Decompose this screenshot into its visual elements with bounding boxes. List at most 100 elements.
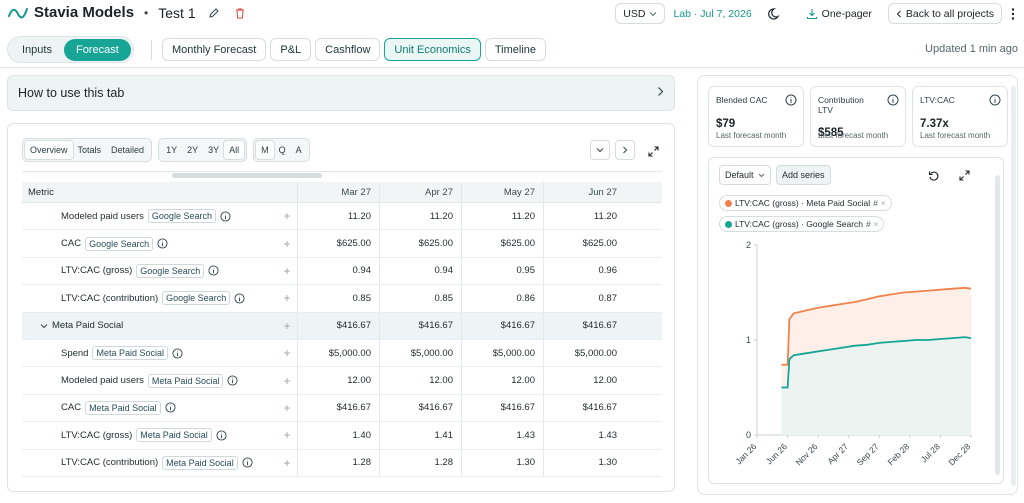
grain-q[interactable]: Q: [278, 145, 286, 155]
tab-forecast[interactable]: Forecast: [63, 38, 131, 61]
range-all[interactable]: All: [224, 141, 245, 159]
add-icon[interactable]: +: [283, 400, 291, 415]
add-icon[interactable]: +: [283, 263, 291, 278]
currency-select[interactable]: USD: [615, 3, 666, 24]
channel-badge: Meta Paid Social: [85, 400, 161, 415]
info-icon[interactable]: [887, 94, 899, 106]
value-cell: $625.00: [461, 230, 543, 257]
kpi-value: 7.37x: [920, 118, 949, 130]
info-icon[interactable]: [220, 211, 231, 222]
tab-timeline[interactable]: Timeline: [484, 38, 547, 61]
col-header: Apr 27: [379, 182, 461, 202]
value-cell: $416.67: [297, 312, 379, 339]
tab-inputs[interactable]: Inputs: [22, 43, 52, 56]
add-icon[interactable]: +: [283, 455, 291, 470]
brand: Stavia Models • Test 1: [8, 4, 246, 21]
value-cell: $416.67: [461, 394, 543, 422]
tab-unit-economics[interactable]: Unit Economics: [384, 38, 481, 61]
collapse-button[interactable]: [590, 140, 610, 160]
panel-scrollbar[interactable]: [1011, 86, 1016, 486]
metric-cell: Modeled paid users Google Search: [22, 209, 277, 224]
table-row: LTV:CAC (contribution) Google Search +0.85…: [22, 285, 662, 313]
edit-icon[interactable]: [208, 7, 220, 19]
grain-a[interactable]: A: [295, 145, 302, 155]
kpi-sub: Last forecast month: [818, 131, 889, 140]
value-cell: $416.67: [379, 312, 461, 339]
next-period-button[interactable]: [615, 140, 635, 160]
value-cell: 0.87: [543, 285, 625, 312]
lab-date[interactable]: Lab · Jul 7, 2026: [673, 7, 752, 20]
value-cell: 12.00: [379, 367, 461, 394]
tabs-divider: [151, 40, 152, 60]
how-to-label: How to use this tab: [18, 86, 125, 100]
info-icon[interactable]: [208, 265, 219, 277]
onepager-button[interactable]: One-pager: [797, 3, 880, 24]
horizontal-scrollbar-top[interactable]: [172, 173, 322, 178]
kpi-value: $79: [716, 118, 736, 130]
delete-icon[interactable]: [234, 7, 246, 19]
tab-monthly-forecast[interactable]: Monthly Forecast: [162, 38, 267, 61]
table-row: CAC Google Search + $625.00 $625.00 $625.00 $6…: [22, 230, 662, 258]
info-icon[interactable]: [242, 457, 253, 468]
how-to-accordion[interactable]: How to use this tab: [7, 75, 675, 111]
chevron-down-icon: [758, 173, 765, 178]
add-icon[interactable]: +: [283, 291, 291, 306]
reset-icon[interactable]: [928, 170, 940, 182]
series-chip-google[interactable]: LTV:CAC (gross) · Google Search # ×: [719, 216, 885, 232]
info-icon[interactable]: [785, 94, 797, 106]
view-overview[interactable]: Overview: [25, 141, 73, 159]
range-3y[interactable]: 3Y: [208, 145, 220, 155]
channel-badge: Google Search: [147, 209, 216, 224]
moon-icon[interactable]: [767, 7, 782, 21]
add-icon[interactable]: +: [283, 236, 291, 251]
view-detailed[interactable]: Detailed: [111, 145, 145, 155]
add-icon[interactable]: +: [283, 209, 291, 224]
value-cell: $5,000.00: [379, 340, 461, 367]
chart-scrollbar[interactable]: [995, 175, 1000, 475]
value-cell: 0.86: [461, 285, 543, 312]
back-to-projects-button[interactable]: Back to all projects: [887, 3, 1002, 24]
info-icon[interactable]: [157, 238, 168, 249]
close-icon[interactable]: ×: [880, 198, 886, 208]
add-icon[interactable]: +: [283, 428, 291, 443]
expand-icon[interactable]: [648, 146, 659, 157]
more-vertical-icon[interactable]: [1010, 7, 1016, 21]
tab-cashflow[interactable]: Cashflow: [315, 38, 381, 61]
series-chip-meta[interactable]: LTV:CAC (gross) · Meta Paid Social # ×: [719, 195, 892, 211]
grain-m[interactable]: M: [256, 141, 274, 159]
info-icon[interactable]: [172, 348, 183, 359]
value-cell: $5,000.00: [461, 340, 543, 367]
value-cell: $625.00: [379, 230, 461, 257]
value-cell: 12.00: [297, 367, 379, 394]
hash-icon: #: [873, 198, 878, 208]
project-name[interactable]: Test 1: [158, 4, 196, 21]
x-tick-label: Jul 28: [919, 441, 942, 464]
info-icon[interactable]: [165, 402, 176, 414]
metric-cell: LTV:CAC (contribution) Google Search: [22, 291, 277, 306]
updated-status: Updated 1 min ago: [925, 43, 1018, 55]
range-1y[interactable]: 1Y: [166, 145, 178, 155]
app-title: Stavia Models: [34, 4, 135, 21]
add-icon[interactable]: +: [283, 318, 291, 333]
preset-label: Default: [725, 170, 754, 180]
view-totals[interactable]: Totals: [77, 145, 102, 155]
value-cell: $416.67: [461, 312, 543, 339]
close-icon[interactable]: ×: [873, 219, 879, 229]
channel-badge: Meta Paid Social: [147, 373, 224, 388]
expand-chart-icon[interactable]: [959, 170, 970, 181]
tab-pnl[interactable]: P&L: [270, 38, 312, 61]
info-icon[interactable]: [216, 430, 227, 441]
add-series-button[interactable]: Add series: [776, 165, 831, 185]
info-icon[interactable]: [227, 375, 239, 386]
info-icon[interactable]: [989, 94, 1001, 106]
chevron-down-icon[interactable]: [40, 323, 48, 329]
add-icon[interactable]: +: [283, 346, 291, 361]
value-cell: 1.28: [297, 449, 379, 476]
add-icon[interactable]: +: [283, 373, 291, 388]
value-cell: 1.30: [543, 449, 625, 476]
info-icon[interactable]: [234, 293, 245, 304]
logo-icon: [8, 6, 28, 20]
table-group-row: Meta Paid Social + $416.67 $416.67 $416.67 $4…: [22, 312, 662, 340]
range-2y[interactable]: 2Y: [187, 145, 199, 155]
preset-select[interactable]: Default: [719, 165, 771, 185]
